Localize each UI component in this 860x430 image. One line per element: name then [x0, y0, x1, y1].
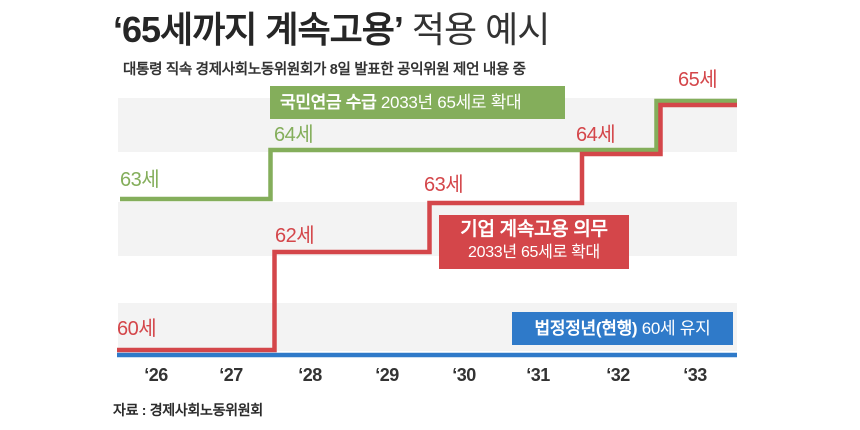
retirement-callout-title: 법정정년(현행): [534, 319, 638, 338]
x-tick-label: ‘31: [526, 365, 550, 385]
retirement-callout: 법정정년(현행) 60세 유지: [512, 312, 733, 345]
pension-label-63: 63세: [120, 169, 160, 191]
employment-callout-title: 기업 계속고용 의무: [460, 219, 608, 240]
x-tick-label: ‘26: [144, 365, 168, 385]
employment-callout-detail: 2033년 65세로 확대: [468, 244, 600, 261]
retirement-callout-detail: 60세 유지: [641, 319, 711, 338]
title-bold: ‘65세까지 계속고용’: [113, 9, 404, 50]
employment-label-60: 60세: [117, 318, 157, 340]
pension-callout-detail: 2033년 65세로 확대: [380, 93, 522, 112]
pension-callout: 국민연금 수급 2033년 65세로 확대: [270, 86, 565, 119]
source-note: 자료 : 경제사회노동위원회: [113, 402, 263, 418]
x-tick-label: ‘27: [219, 365, 243, 385]
page-title: ‘65세까지 계속고용’ 적용 예시: [113, 9, 550, 50]
continued-employment-line: [117, 102, 737, 353]
employment-label-64: 64세: [576, 124, 616, 146]
pension-callout-title: 국민연금 수급: [280, 93, 377, 112]
x-tick-label: ‘29: [375, 365, 399, 385]
x-tick-label: ‘28: [298, 365, 322, 385]
employment-label-62: 62세: [275, 225, 315, 247]
x-tick-label: ‘30: [452, 365, 476, 385]
x-tick-label: ‘32: [606, 365, 630, 385]
employment-label-63: 63세: [424, 174, 464, 196]
pension-age-line: [120, 98, 737, 202]
employment-label-65: 65세: [678, 69, 718, 91]
pension-label-64: 64세: [274, 124, 314, 146]
employment-callout: 기업 계속고용 의무 2033년 65세로 확대: [439, 215, 629, 269]
x-tick-label: ‘33: [683, 365, 707, 385]
subtitle: 대통령 직속 경제사회노동위원회가 8일 발표한 공익위원 제언 내용 중: [123, 62, 526, 78]
title-light: 적용 예시: [411, 9, 550, 50]
